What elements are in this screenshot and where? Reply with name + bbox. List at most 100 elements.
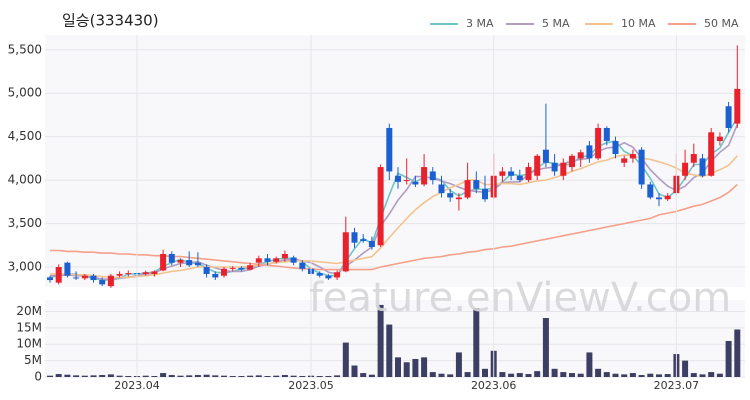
volume-bar (516, 373, 523, 377)
candle-body (238, 267, 245, 270)
candle-body (586, 145, 593, 159)
candle-body (116, 273, 123, 276)
volume-bar (429, 372, 436, 377)
candle-body (395, 175, 401, 182)
candle-body (690, 154, 697, 163)
candle-body (621, 158, 628, 163)
candle-body (290, 257, 297, 263)
candle-body (464, 180, 471, 198)
x-tick-label: 2023.04 (114, 379, 160, 392)
y-tick-label: 5M (24, 353, 42, 367)
y-tick-label: 15M (16, 320, 42, 334)
volume-bar (151, 376, 158, 377)
volume-bar (325, 376, 332, 377)
volume-bar (351, 365, 358, 377)
volume-bar (238, 376, 245, 377)
candle-body (325, 275, 332, 279)
y-tick-label: 20M (16, 304, 42, 318)
volume-bar (64, 374, 71, 377)
candle-body (316, 273, 323, 276)
volume-bar (638, 375, 645, 377)
candle-body (682, 162, 689, 176)
candle-body (612, 141, 619, 155)
candle-body (160, 253, 167, 271)
volume-bar (586, 352, 593, 377)
volume-bar (194, 375, 201, 377)
candle-body (508, 171, 515, 176)
candle-body (168, 253, 175, 263)
y-tick-label: 3,500 (8, 216, 42, 230)
candle-body (47, 277, 53, 281)
volume-bar (725, 340, 732, 377)
volume-bar (186, 375, 193, 377)
volume-bar (160, 373, 167, 377)
volume-bar (290, 375, 297, 377)
volume-bar (438, 373, 445, 377)
candle-body (447, 193, 454, 198)
volume-bar (273, 375, 280, 377)
y-tick-label: 3,000 (8, 260, 42, 274)
candle-body (647, 184, 654, 198)
y-tick-label: 5,500 (8, 42, 42, 56)
volume-bar (316, 376, 323, 377)
candle-body (99, 280, 106, 285)
volume-bar (699, 374, 706, 377)
candle-body (221, 268, 227, 276)
candle-body (55, 267, 62, 283)
candle-body (499, 171, 506, 176)
candle-body (455, 197, 462, 200)
candle-body (386, 127, 393, 172)
watermark: feature.enViewV.com (309, 275, 731, 321)
volume-bar (73, 375, 80, 377)
x-tick-label: 2023.06 (471, 379, 517, 392)
chart-title: 일승(333430) (62, 12, 159, 30)
volume-bar (577, 373, 584, 377)
candle-body (551, 162, 558, 172)
legend-label: 10 MA (621, 17, 656, 30)
candle-body (212, 273, 219, 278)
volume-bar (264, 376, 271, 377)
candle-body (351, 232, 358, 243)
candle-body (412, 181, 419, 185)
volume-bar (716, 373, 723, 377)
volume-bar (664, 374, 671, 377)
volume-bar (403, 362, 410, 377)
candle-body (107, 275, 114, 287)
volume-bar (621, 374, 628, 377)
candle-body (73, 277, 80, 279)
candle-body (264, 258, 271, 262)
volume-bar (682, 360, 689, 377)
volume-bar (299, 376, 306, 377)
candle-body (438, 184, 445, 194)
candle-body (368, 240, 375, 248)
y-tick-label: 4,000 (8, 173, 42, 187)
volume-bar (99, 375, 106, 377)
volume-bar (142, 375, 149, 377)
volume-bar (499, 372, 506, 377)
x-tick-label: 2023.07 (654, 379, 700, 392)
candle-body (203, 267, 210, 274)
volume-bar (708, 372, 715, 377)
volume-bar (560, 372, 567, 377)
candle-body (281, 253, 288, 259)
candle-body (64, 262, 71, 276)
candle-body (656, 197, 662, 200)
volume-bar (90, 375, 97, 377)
volume-bar (342, 342, 349, 377)
volume-bar (455, 352, 462, 377)
candle-body (664, 195, 671, 200)
volume-bar (334, 375, 341, 377)
volume-bar (116, 375, 123, 377)
legend-label: 5 MA (542, 17, 570, 30)
volume-bar (247, 375, 254, 377)
candle-body (186, 260, 193, 266)
volume-bar (534, 371, 541, 377)
volume-bar (595, 368, 602, 377)
candle-body (273, 258, 280, 262)
volume-bar (656, 374, 662, 377)
x-tick-label: 2023.05 (288, 379, 334, 392)
legend-label: 3 MA (466, 17, 494, 30)
volume-bar (125, 376, 132, 377)
candle-body (716, 136, 723, 142)
volume-bar (107, 374, 114, 377)
